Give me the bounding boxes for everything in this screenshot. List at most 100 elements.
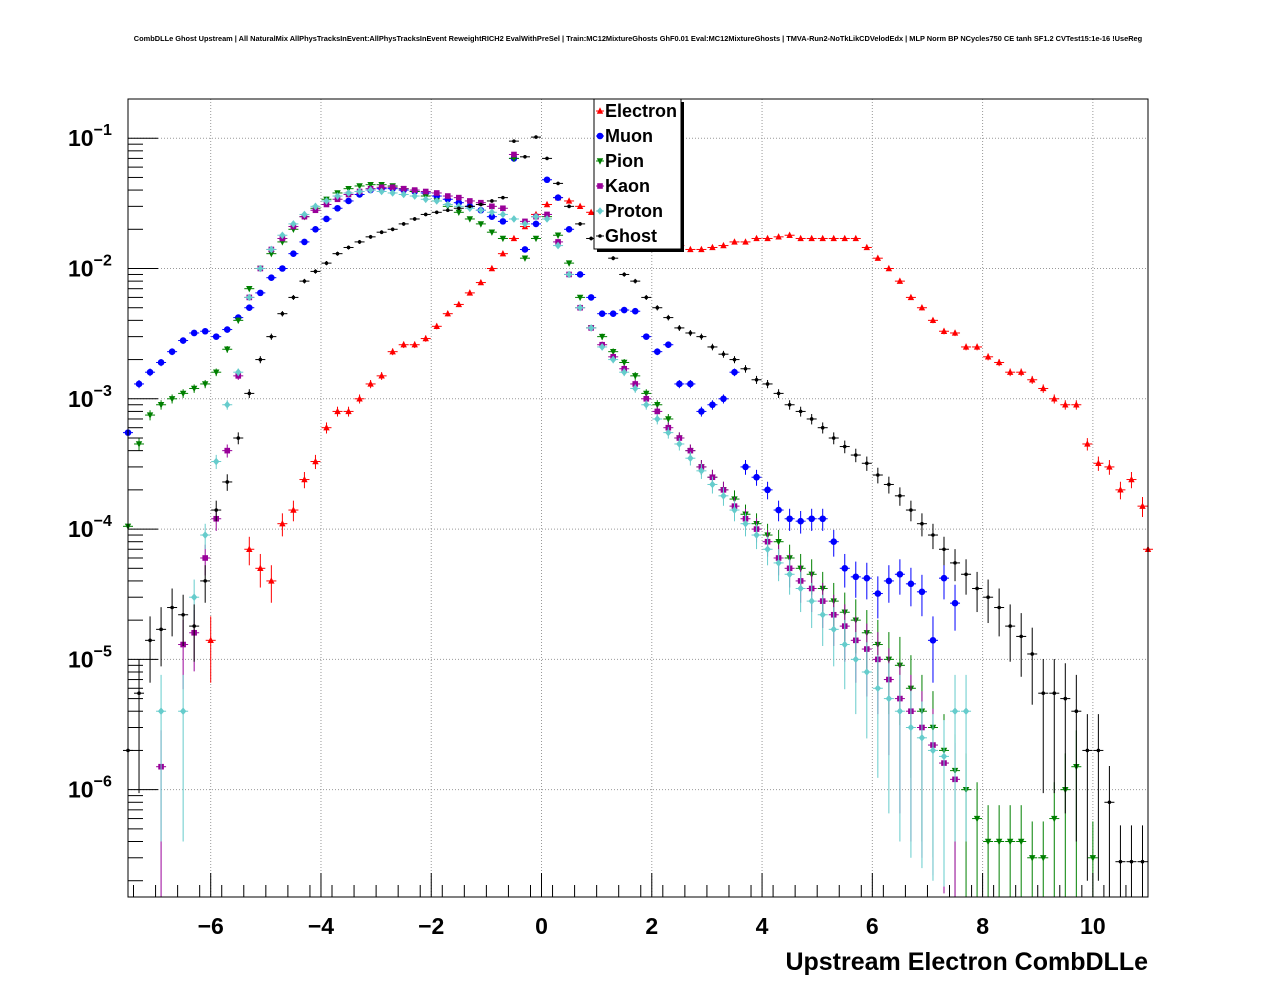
data-point: [721, 352, 726, 356]
data-point: [632, 384, 639, 393]
data-point: [918, 734, 926, 742]
data-point: [345, 189, 352, 197]
x-tick-label: 4: [756, 913, 769, 939]
data-point: [1017, 838, 1025, 846]
data-point: [644, 295, 649, 300]
data-point: [499, 218, 507, 225]
data-point: [698, 408, 705, 415]
data-point: [964, 572, 968, 577]
data-point: [468, 204, 472, 209]
data-point: [367, 181, 374, 189]
data-point: [146, 368, 154, 376]
data-point: [357, 240, 362, 244]
data-point: [863, 574, 871, 582]
data-point: [687, 245, 694, 253]
data-point: [918, 304, 926, 311]
data-point: [1089, 855, 1097, 862]
data-point: [280, 311, 285, 316]
data-point: [753, 531, 760, 539]
data-point: [179, 337, 187, 344]
data-point: [423, 212, 428, 217]
data-point: [201, 531, 209, 539]
data-point: [224, 447, 231, 454]
data-point: [1140, 859, 1145, 864]
data-point: [489, 203, 495, 210]
series-proton: [156, 186, 972, 887]
data-point: [1117, 486, 1124, 493]
data-point: [433, 322, 440, 330]
data-point: [247, 391, 252, 396]
data-point: [929, 746, 937, 755]
data-point: [400, 190, 407, 199]
data-point: [201, 381, 209, 388]
data-point: [1017, 368, 1025, 375]
x-tick-label: −4: [308, 913, 334, 939]
data-point: [885, 694, 893, 703]
data-point: [643, 395, 650, 402]
data-point: [207, 636, 214, 644]
data-point: [312, 207, 319, 214]
data-point: [301, 475, 308, 483]
ticks-layer: [128, 98, 1149, 897]
data-point: [643, 400, 650, 409]
data-point: [356, 395, 363, 402]
data-point: [532, 220, 540, 228]
data-point: [720, 395, 727, 403]
data-point: [565, 225, 573, 233]
data-point: [786, 515, 793, 523]
data-point: [962, 343, 970, 350]
legend-marker-pion: [596, 158, 604, 165]
data-point: [521, 246, 529, 253]
data-point: [655, 305, 660, 310]
data-point: [334, 407, 341, 415]
data-point: [865, 461, 869, 466]
data-point: [510, 234, 518, 242]
data-point: [642, 333, 650, 340]
data-point: [709, 243, 716, 251]
data-point: [720, 492, 727, 500]
data-point: [951, 599, 959, 607]
data-point: [279, 519, 286, 527]
data-point: [301, 238, 308, 246]
data-point: [940, 327, 948, 334]
data-point: [1084, 440, 1091, 447]
data-point: [257, 289, 264, 297]
data-point: [378, 372, 385, 379]
data-point: [621, 359, 628, 367]
data-point: [335, 251, 340, 256]
data-point: [698, 245, 705, 253]
data-point: [786, 570, 793, 579]
data-point: [400, 341, 407, 348]
data-point: [687, 380, 694, 388]
data-point: [907, 723, 915, 732]
data-point: [477, 206, 485, 215]
data-point: [973, 815, 981, 823]
data-point: [422, 195, 429, 204]
data-point: [819, 515, 827, 523]
labels-layer: −6 −4 −2 0 2 4 6 8 10 10−6 10−5 10−4 10−3 10−2 10−1: [68, 122, 1106, 939]
data-point: [898, 494, 902, 498]
data-point: [820, 425, 825, 430]
data-point: [611, 256, 615, 260]
data-point: [390, 227, 395, 232]
data-point: [346, 245, 351, 250]
data-point: [544, 211, 550, 218]
data-point: [1030, 652, 1035, 656]
data-point: [512, 139, 516, 143]
data-point: [345, 407, 352, 415]
data-point: [245, 304, 253, 312]
legend-label-electron: Electron: [605, 101, 677, 121]
legend-label-pion: Pion: [605, 151, 644, 171]
data-point: [1106, 463, 1113, 470]
data-point: [1040, 384, 1047, 392]
data-point: [379, 230, 384, 234]
data-point: [488, 208, 496, 217]
data-point: [201, 327, 209, 335]
data-point: [709, 480, 716, 489]
data-point: [732, 357, 737, 362]
data-point: [543, 215, 551, 223]
data-point: [456, 194, 462, 201]
data-point: [190, 593, 198, 602]
data-point: [246, 285, 253, 293]
